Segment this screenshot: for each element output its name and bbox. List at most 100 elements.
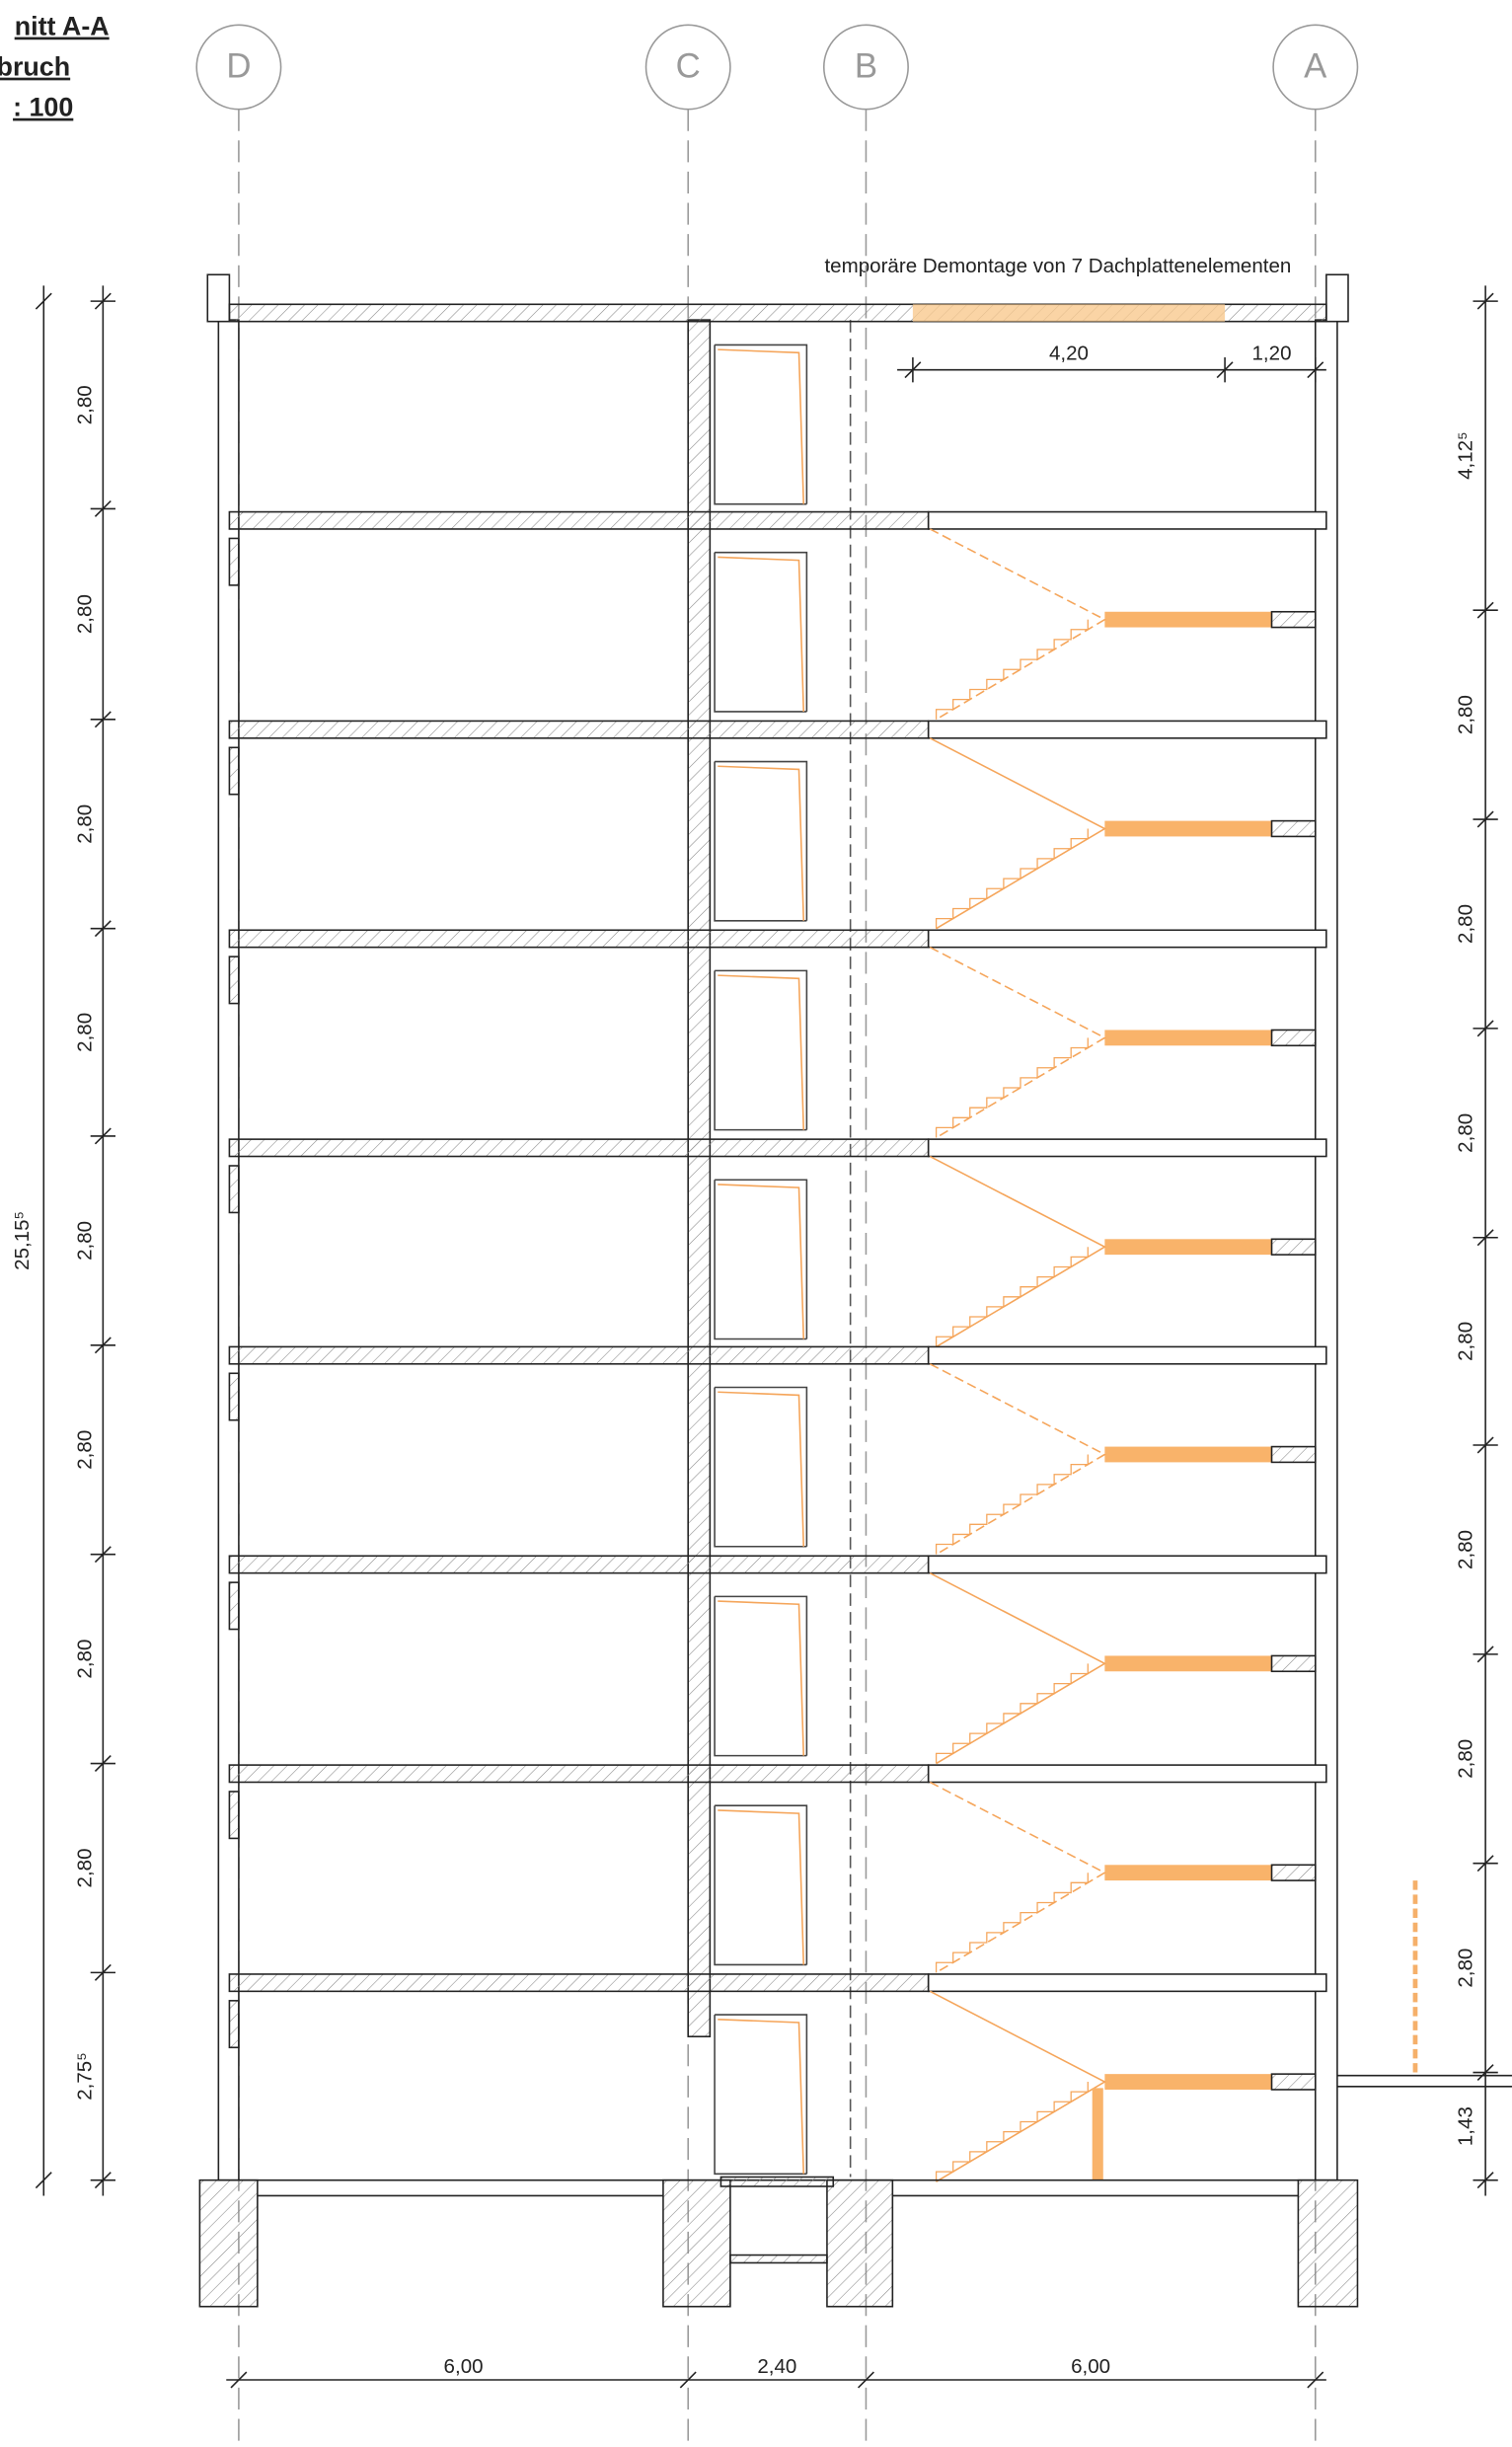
line — [857, 2371, 874, 2389]
landing — [1104, 1655, 1272, 1672]
stair — [929, 1571, 1106, 1765]
axis-marker — [195, 24, 282, 111]
line — [94, 499, 112, 517]
axis-label: D — [226, 48, 251, 86]
line — [679, 2371, 697, 2389]
wall-niche — [228, 1791, 240, 1840]
floor-slab — [228, 1973, 930, 1993]
dimension-label: 4,12⁵ — [1455, 431, 1477, 480]
axis-marker — [822, 24, 909, 111]
floor-slab — [228, 1764, 930, 1784]
dimension-label: 2,80 — [73, 1221, 96, 1261]
door — [714, 1804, 808, 1966]
stair-steps — [935, 2082, 1089, 2182]
line — [230, 2371, 248, 2389]
landing — [1104, 820, 1272, 837]
door-leaf — [718, 1391, 805, 1547]
landing-support — [1270, 1029, 1317, 1047]
line — [1476, 810, 1494, 828]
dimension-label: 2,80 — [73, 1848, 96, 1887]
line — [94, 1963, 112, 1981]
stair — [929, 946, 1106, 1139]
line — [1476, 1020, 1494, 1037]
door — [714, 1179, 808, 1340]
line — [94, 292, 112, 310]
axis-label: A — [1304, 48, 1327, 86]
line — [35, 292, 52, 310]
floor-slab — [927, 510, 1327, 530]
line — [94, 920, 112, 938]
landing — [1104, 1030, 1272, 1046]
door-leaf — [718, 765, 805, 921]
dimension-label: 2,80 — [73, 1013, 96, 1052]
landing — [1104, 1865, 1272, 1881]
stair-steps — [935, 1873, 1089, 1973]
stair-steps — [935, 828, 1089, 929]
dimension-label: 6,00 — [1071, 2355, 1110, 2378]
dimension-total: 25,15⁵ — [11, 1211, 34, 1270]
axis-label: C — [676, 48, 701, 86]
axis-label: B — [855, 48, 877, 86]
stair-steps — [935, 619, 1089, 720]
landing — [1104, 2074, 1272, 2090]
line — [94, 1127, 112, 1145]
post — [1092, 2088, 1103, 2180]
foundation — [826, 2179, 894, 2308]
dimension-label: 2,80 — [73, 1430, 96, 1470]
title: nitt A-A — [15, 12, 110, 41]
line — [94, 711, 112, 728]
landing-support — [1270, 1864, 1317, 1881]
door-leaf — [718, 348, 805, 504]
axis-marker — [1272, 24, 1359, 111]
stair — [929, 737, 1106, 930]
foundation — [198, 2179, 259, 2308]
floor-slab — [927, 1345, 1327, 1365]
pit-cover — [719, 2176, 835, 2187]
dimension-label: 1,43 — [1455, 2106, 1477, 2146]
stair-steps — [935, 1454, 1089, 1555]
dimension-label: 4,20 — [1049, 342, 1089, 364]
removed-roof — [912, 304, 1226, 322]
dimension-label: 2,80 — [73, 385, 96, 424]
stair — [929, 1363, 1106, 1556]
stair — [929, 528, 1106, 721]
dimension-label: 2,80 — [1455, 695, 1477, 734]
parapet — [1325, 273, 1349, 323]
door — [714, 344, 808, 505]
dimension-label: 2,80 — [73, 1640, 96, 1679]
door-leaf — [718, 974, 805, 1130]
foundation — [1297, 2179, 1359, 2308]
wall-niche — [228, 956, 240, 1005]
wall-niche — [228, 1581, 240, 1631]
floor-slab — [927, 720, 1327, 739]
line — [1307, 2371, 1324, 2389]
wall-niche — [228, 1165, 240, 1214]
stair — [929, 1990, 1106, 2182]
door-leaf — [718, 1809, 805, 1965]
line — [1476, 292, 1494, 310]
floor-slab — [228, 1555, 930, 1574]
dimension-label: 2,80 — [1455, 904, 1477, 944]
dimension-label: 2,80 — [1455, 1322, 1477, 1361]
door — [714, 969, 808, 1131]
dimension-label: 2,80 — [1455, 1739, 1477, 1779]
stair-steps — [935, 1247, 1089, 1347]
wall-niche — [228, 1372, 240, 1421]
axis-marker — [644, 24, 731, 111]
annotation: temporäre Demontage von 7 Dachplattenele… — [824, 255, 1291, 277]
line — [35, 2172, 52, 2189]
floor-slab — [228, 720, 930, 739]
landing-support — [1270, 819, 1317, 838]
landing-support — [1270, 1654, 1317, 1673]
dimension-label: 2,80 — [1455, 1113, 1477, 1153]
floor-slab — [927, 1973, 1327, 1993]
foundation — [662, 2179, 731, 2308]
stair — [929, 1155, 1106, 1348]
floor-slab — [927, 1764, 1327, 1784]
floor-slab — [927, 1138, 1327, 1158]
door-leaf — [718, 1184, 805, 1339]
dimension-label: 6,00 — [444, 2355, 484, 2378]
floor-slab — [228, 929, 930, 949]
line — [94, 1337, 112, 1354]
line — [1476, 1436, 1494, 1454]
